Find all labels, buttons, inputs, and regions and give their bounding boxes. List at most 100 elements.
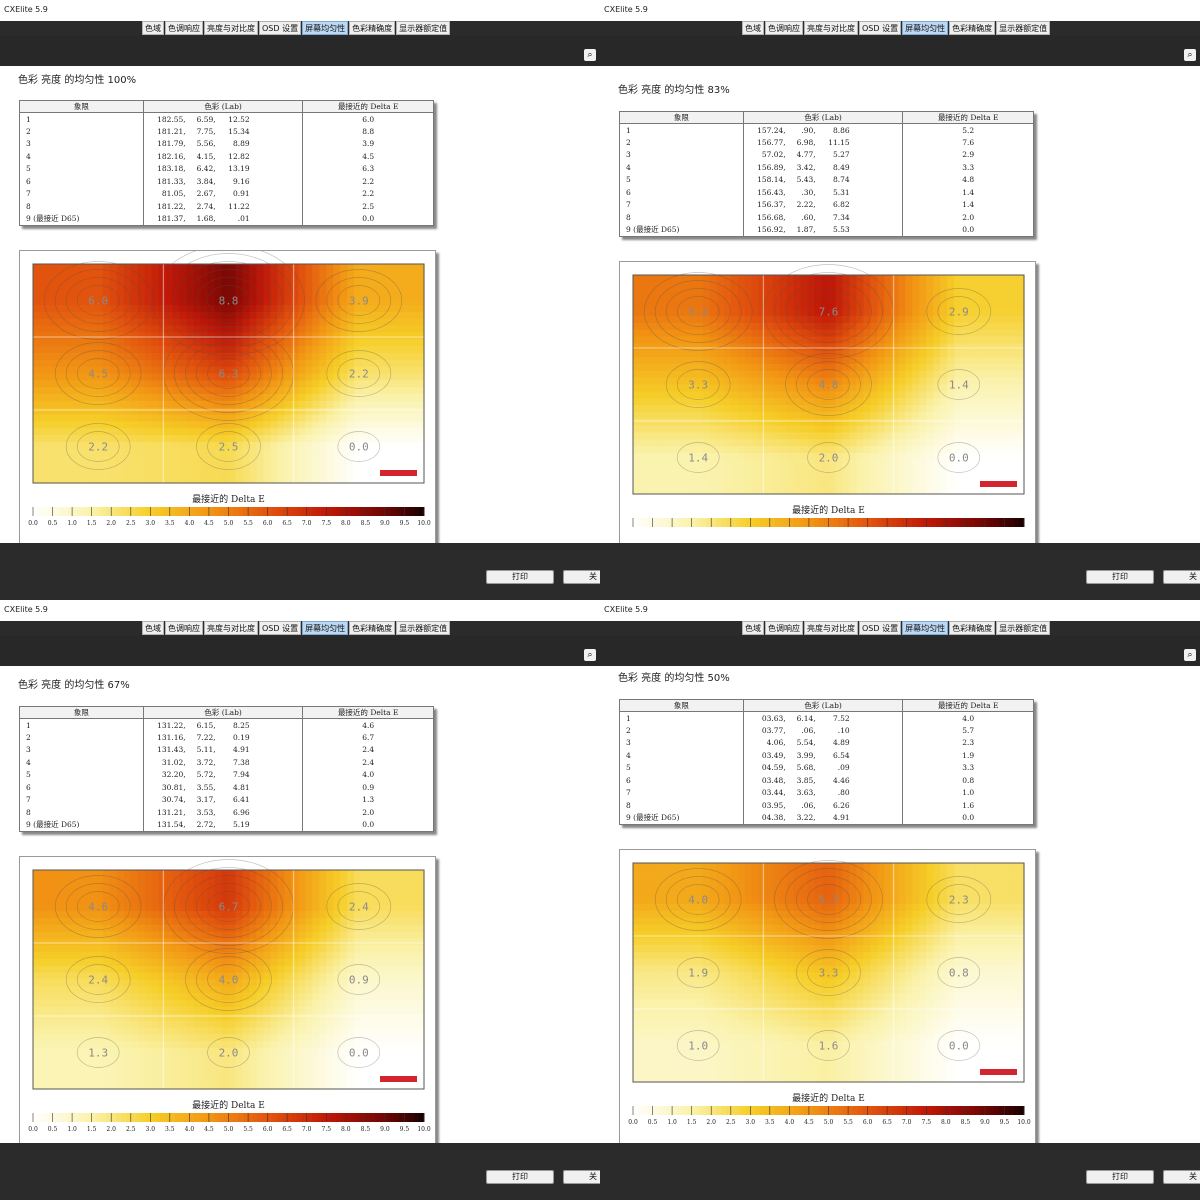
tab-5[interactable]: 色彩精确度 bbox=[349, 21, 396, 35]
window-title: CXElite 5.9 bbox=[600, 600, 1200, 621]
tab-2[interactable]: 亮度与对比度 bbox=[204, 621, 258, 635]
lab-b: 11.22 bbox=[228, 201, 250, 211]
zoom-icon[interactable]: ⌕ bbox=[584, 49, 596, 61]
table-row: 8 03.95, .06, 6.26 1.6 bbox=[619, 799, 1034, 812]
tab-0[interactable]: 色域 bbox=[742, 621, 764, 635]
legend-marker bbox=[380, 470, 417, 476]
print-button[interactable]: 打印 bbox=[1086, 1170, 1154, 1184]
table-row: 5 158.14, 5.43, 8.74 4.8 bbox=[619, 173, 1034, 186]
report-content: 色彩 亮度 的均匀性 50% 象限 色彩 (Lab) 最接近的 Delta E 1 03.… bbox=[600, 666, 1200, 1143]
uniformity-table: 象限 色彩 (Lab) 最接近的 Delta E 1 03.63, 6.14, 7.52 4.… bbox=[619, 699, 1034, 825]
quadrant-cell: 9 (最接近 D65) bbox=[19, 818, 144, 832]
zoom-icon[interactable]: ⌕ bbox=[584, 649, 596, 661]
lab-b: 9.16 bbox=[233, 176, 250, 186]
lab-l: 03.77, bbox=[761, 725, 786, 735]
dialog-footer: 打印关 bbox=[600, 543, 1200, 600]
report-window: CXElite 5.9 色域 色调响应 亮度与对比度 OSD 设置 屏幕均匀性 色彩精确度显… bbox=[600, 600, 1200, 1200]
tab-0[interactable]: 色域 bbox=[142, 621, 164, 635]
colorbar bbox=[32, 1113, 425, 1122]
lab-cell: 131.43, 5.11, 4.91 bbox=[142, 743, 304, 756]
tab-4[interactable]: 屏幕均匀性 bbox=[902, 621, 949, 635]
lab-a: 5.68, bbox=[796, 763, 816, 773]
lab-l: 181.37, bbox=[157, 214, 186, 223]
lab-l: 182.16, bbox=[157, 151, 186, 161]
tab-4[interactable]: 屏幕均匀性 bbox=[302, 621, 349, 635]
zoom-icon[interactable]: ⌕ bbox=[1184, 49, 1196, 61]
close-button[interactable]: 关 bbox=[1163, 1170, 1200, 1184]
report-content: 色彩 亮度 的均匀性 67% 象限 色彩 (Lab) 最接近的 Delta E 1 131… bbox=[0, 666, 600, 1143]
lab-l: 57.02, bbox=[761, 150, 786, 160]
colorbar-tick-label: 1.5 bbox=[687, 1119, 697, 1126]
lab-l: 156.92, bbox=[757, 225, 786, 234]
tab-1[interactable]: 色调响应 bbox=[765, 621, 803, 635]
lab-a: .60, bbox=[801, 212, 816, 222]
tab-5[interactable]: 色彩精确度 bbox=[949, 21, 996, 35]
delta-e-cell: 3.3 bbox=[902, 761, 1034, 774]
close-button[interactable]: 关 bbox=[1163, 570, 1200, 584]
zoom-icon[interactable]: ⌕ bbox=[1184, 649, 1196, 661]
tab-2[interactable]: 亮度与对比度 bbox=[804, 21, 858, 35]
tab-5[interactable]: 色彩精确度 bbox=[349, 621, 396, 635]
colorbar-tick-label: 0.5 bbox=[648, 1119, 658, 1126]
lab-l: 03.48, bbox=[761, 775, 786, 785]
lab-l: 157.24, bbox=[757, 125, 786, 135]
print-button[interactable]: 打印 bbox=[1086, 570, 1154, 584]
colorbar-label: 最接近的 Delta E bbox=[192, 1099, 265, 1111]
contour-lines bbox=[654, 860, 992, 1061]
quadrant-cell: 2 bbox=[19, 731, 144, 744]
tab-3[interactable]: OSD 设置 bbox=[859, 21, 902, 35]
tab-4[interactable]: 屏幕均匀性 bbox=[902, 21, 949, 35]
lab-b: 8.86 bbox=[833, 125, 850, 135]
tab-6[interactable]: 显示器额定值 bbox=[996, 621, 1051, 635]
colorbar bbox=[32, 507, 425, 516]
lab-cell: 131.22, 6.15, 8.25 bbox=[142, 718, 304, 731]
tab-2[interactable]: 亮度与对比度 bbox=[804, 621, 858, 635]
print-button[interactable]: 打印 bbox=[486, 570, 554, 584]
tab-1[interactable]: 色调响应 bbox=[165, 621, 203, 635]
print-button[interactable]: 打印 bbox=[486, 1170, 554, 1184]
tab-6[interactable]: 显示器额定值 bbox=[396, 621, 451, 635]
tab-6[interactable]: 显示器额定值 bbox=[396, 21, 451, 35]
colorbar-tick-label: 6.5 bbox=[282, 520, 292, 527]
column-header: 最接近的 Delta E bbox=[902, 699, 1034, 712]
lab-a: 2.72, bbox=[196, 820, 216, 829]
tab-1[interactable]: 色调响应 bbox=[165, 21, 203, 35]
close-button[interactable]: 关 bbox=[563, 570, 600, 584]
heat-field bbox=[33, 264, 425, 484]
quadrant-cell: 6 bbox=[619, 186, 744, 199]
quadrant-value-label: 2.0 bbox=[219, 1047, 239, 1060]
tab-6[interactable]: 显示器额定值 bbox=[996, 21, 1051, 35]
tab-3[interactable]: OSD 设置 bbox=[259, 21, 302, 35]
lab-b: 4.91 bbox=[233, 745, 250, 755]
lab-cell: 181.33, 3.84, 9.16 bbox=[142, 175, 304, 188]
tab-2[interactable]: 亮度与对比度 bbox=[204, 21, 258, 35]
tab-0[interactable]: 色域 bbox=[142, 21, 164, 35]
quadrant-cell: 5 bbox=[19, 768, 144, 781]
quadrant-value-label: 1.3 bbox=[88, 1047, 108, 1060]
tab-3[interactable]: OSD 设置 bbox=[859, 621, 902, 635]
quadrant-value-label: 4.6 bbox=[88, 901, 108, 914]
lab-a: 2.67, bbox=[196, 189, 216, 199]
tab-4[interactable]: 屏幕均匀性 bbox=[302, 21, 349, 35]
quadrant-value-label: 8.8 bbox=[219, 295, 239, 308]
quadrant-value-label: 1.9 bbox=[688, 967, 708, 980]
colorbar-tick-label: 0.0 bbox=[28, 520, 38, 527]
tab-1[interactable]: 色调响应 bbox=[765, 21, 803, 35]
legend-marker bbox=[980, 481, 1017, 487]
lab-a: 3.99, bbox=[796, 750, 816, 760]
dialog-footer: 打印关 bbox=[0, 543, 600, 600]
lab-l: 81.05, bbox=[161, 189, 186, 199]
table-row: 3 181.79, 5.56, 8.89 3.9 bbox=[19, 137, 434, 150]
lab-cell: 182.55, 6.59, 12.52 bbox=[142, 112, 304, 125]
lab-a: 5.11, bbox=[196, 745, 216, 755]
lab-b: 11.15 bbox=[828, 137, 850, 147]
lab-l: 131.22, bbox=[157, 720, 186, 730]
close-button[interactable]: 关 bbox=[563, 1170, 600, 1184]
lab-cell: 181.21, 7.75, 15.34 bbox=[142, 125, 304, 138]
column-header: 最接近的 Delta E bbox=[902, 111, 1034, 124]
tab-5[interactable]: 色彩精确度 bbox=[949, 621, 996, 635]
delta-e-cell: 2.4 bbox=[302, 756, 434, 769]
tab-0[interactable]: 色域 bbox=[742, 21, 764, 35]
tab-3[interactable]: OSD 设置 bbox=[259, 621, 302, 635]
table-row: 5 04.59, 5.68, .09 3.3 bbox=[619, 761, 1034, 774]
